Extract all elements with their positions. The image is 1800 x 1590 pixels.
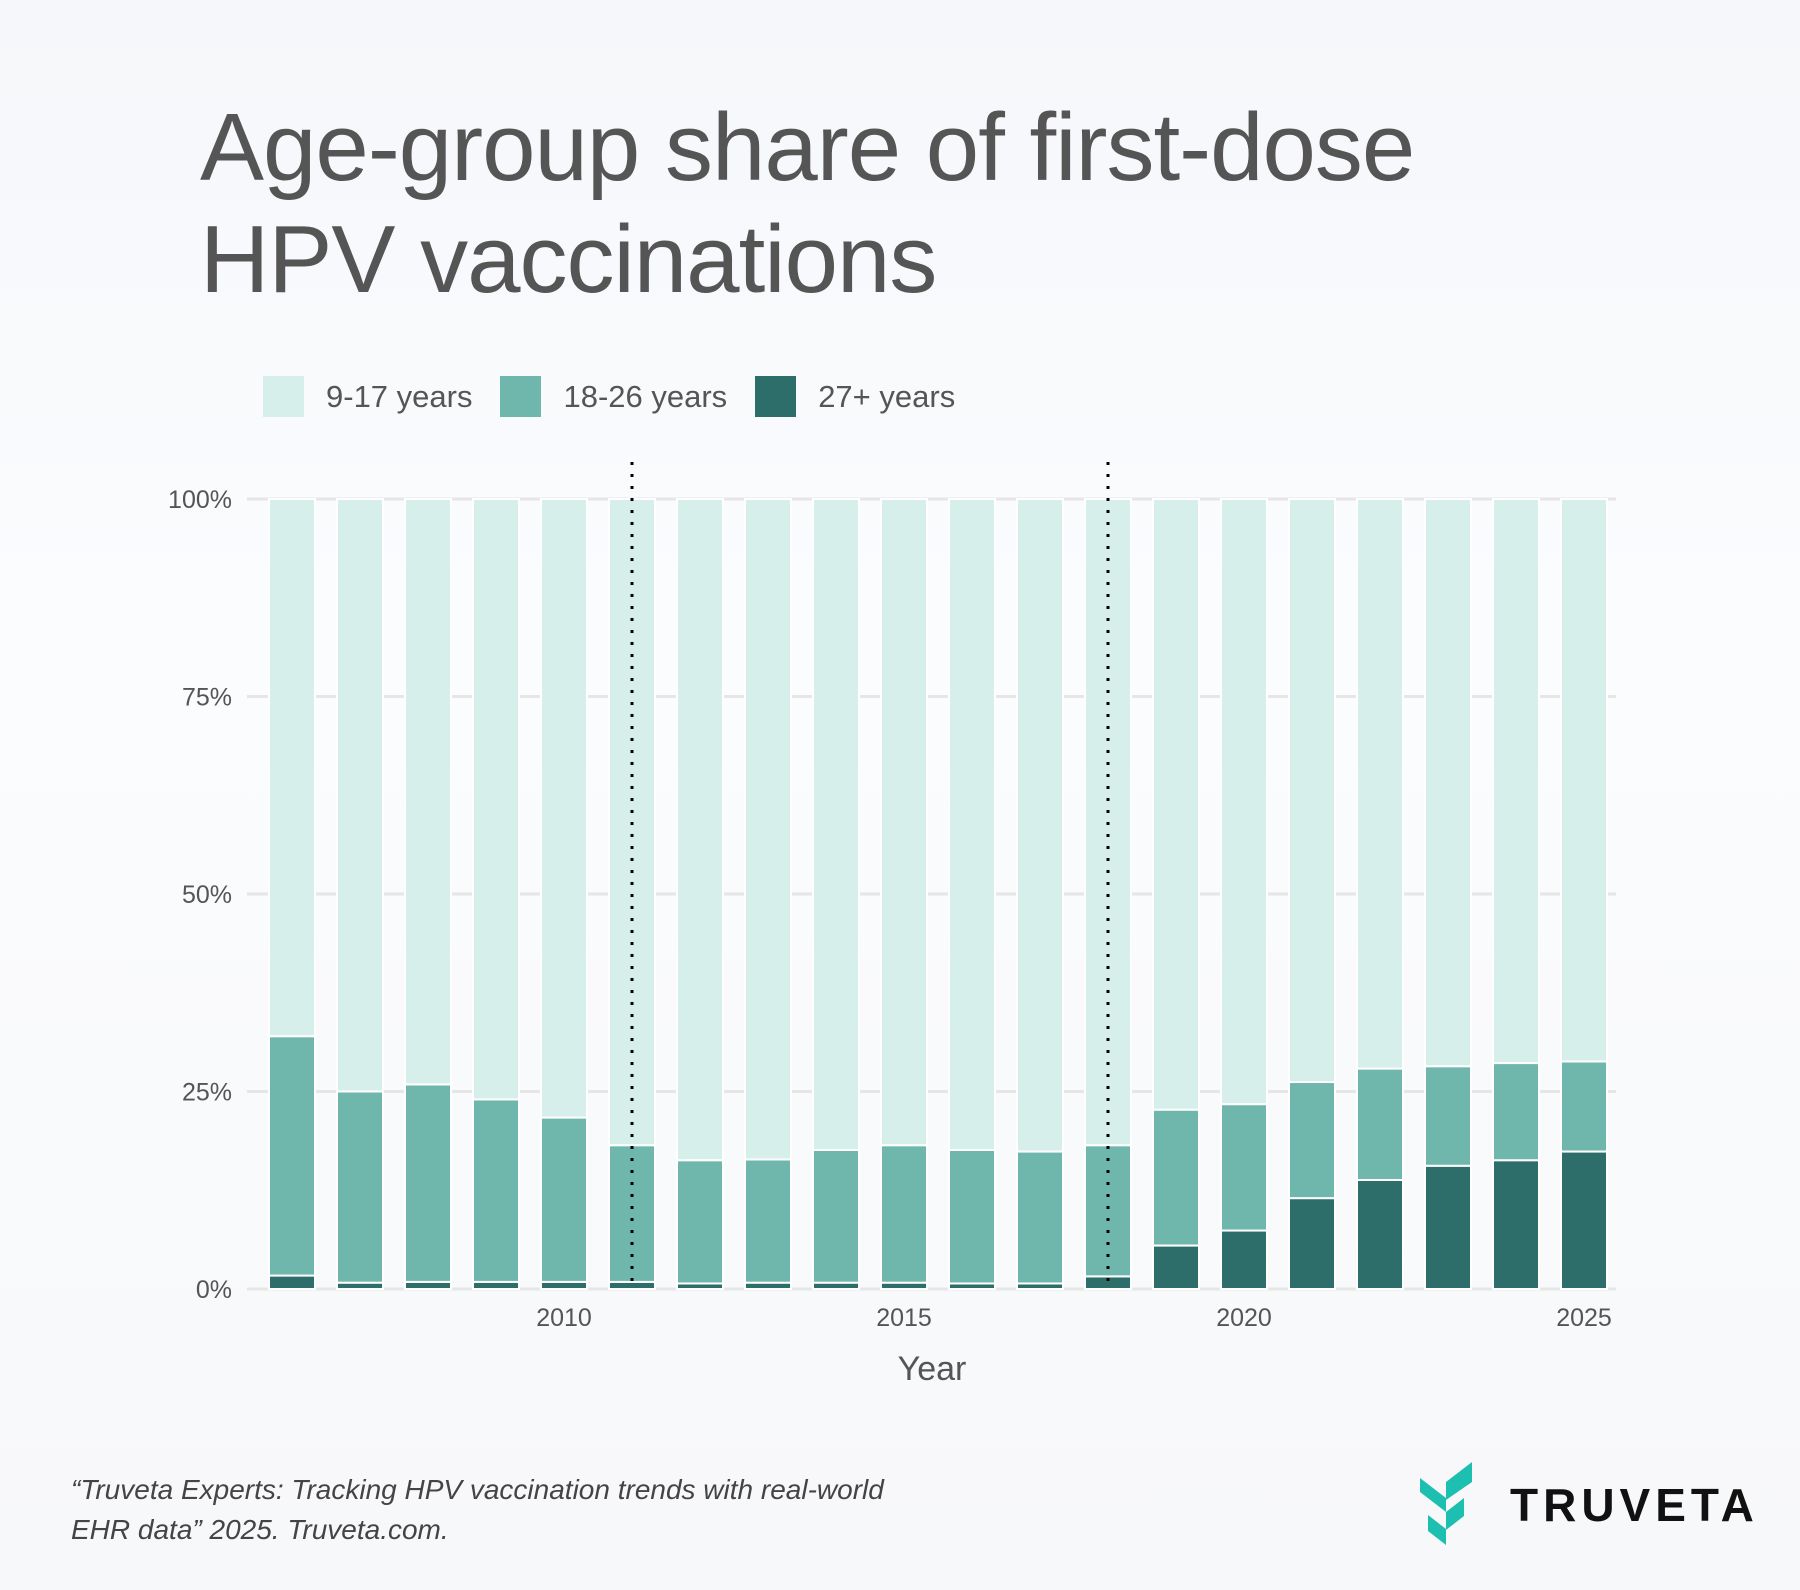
bar-segment bbox=[1152, 1244, 1200, 1291]
bar-segment bbox=[1492, 1062, 1540, 1162]
legend-item-18-26: 18-26 years bbox=[500, 376, 727, 417]
logo-text: TRUVETA bbox=[1510, 1479, 1759, 1531]
bar-segment bbox=[404, 1280, 452, 1291]
legend-swatch-9-17 bbox=[263, 376, 304, 417]
truveta-logo: TRUVETA bbox=[1420, 1460, 1759, 1550]
bar-segment bbox=[268, 1035, 316, 1277]
y-tick-label: 25% bbox=[182, 1079, 232, 1107]
legend-swatch-18-26 bbox=[500, 376, 542, 417]
truveta-logo-mark-icon bbox=[1420, 1462, 1472, 1545]
bar-segment bbox=[1084, 1144, 1132, 1278]
x-axis-label: Year bbox=[898, 1350, 967, 1388]
y-tick-label: 0% bbox=[196, 1276, 232, 1304]
bar-segment bbox=[1424, 1065, 1472, 1167]
chart-title: Age-group share of first-dose HPV vaccin… bbox=[200, 92, 1415, 316]
bar-segment bbox=[1016, 498, 1064, 1153]
bar-segment bbox=[744, 1158, 792, 1284]
bar-segment bbox=[404, 498, 452, 1086]
bar-segment bbox=[1356, 1178, 1404, 1290]
bar-segment bbox=[1560, 1060, 1608, 1153]
bar-segment bbox=[880, 1144, 928, 1284]
bar-segment bbox=[404, 1083, 452, 1283]
bar-segment bbox=[1560, 1150, 1608, 1291]
bar-segment bbox=[880, 498, 928, 1147]
bar-segment bbox=[1220, 1103, 1268, 1232]
bar-segment bbox=[1220, 1229, 1268, 1291]
bar-segment bbox=[812, 1148, 860, 1284]
bar-segment bbox=[1152, 1108, 1200, 1247]
bar-segment bbox=[540, 1116, 588, 1283]
citation-line-2: EHR data” 2025. Truveta.com. bbox=[71, 1514, 449, 1545]
bar-segment bbox=[268, 1274, 316, 1290]
gridlines bbox=[247, 497, 1616, 1291]
bar-segment bbox=[472, 1280, 520, 1291]
x-tick-label: 2010 bbox=[536, 1304, 592, 1332]
bar-segment bbox=[744, 498, 792, 1161]
bar-segment bbox=[1152, 498, 1200, 1111]
bar-segment bbox=[1560, 498, 1608, 1063]
bar-segment bbox=[268, 498, 316, 1038]
bar-segment bbox=[472, 498, 520, 1101]
legend-label-9-17: 9-17 years bbox=[326, 378, 473, 414]
bar-segment bbox=[1288, 498, 1336, 1084]
citation-line-1: “Truveta Experts: Tracking HPV vaccinati… bbox=[71, 1474, 884, 1505]
legend-item-9-17: 9-17 years bbox=[263, 376, 472, 417]
bar-segment bbox=[1492, 1159, 1540, 1290]
y-tick-label: 50% bbox=[182, 881, 232, 909]
title-line-1: Age-group share of first-dose bbox=[200, 94, 1415, 201]
x-tick-label: 2020 bbox=[1216, 1304, 1272, 1332]
y-tick-label: 100% bbox=[168, 486, 232, 514]
bar-segment bbox=[1424, 498, 1472, 1068]
x-tick-label: 2025 bbox=[1556, 1304, 1612, 1332]
bar-segment bbox=[676, 1159, 724, 1285]
bar-segment bbox=[608, 1144, 656, 1283]
bars bbox=[268, 498, 1608, 1291]
y-tick-label: 75% bbox=[182, 684, 232, 712]
bar-segment bbox=[1492, 498, 1540, 1065]
legend: 9-17 years 18-26 years 27+ years bbox=[263, 376, 983, 417]
bar-segment bbox=[540, 498, 588, 1119]
bar-segment bbox=[948, 498, 996, 1151]
bar-segment bbox=[1356, 498, 1404, 1070]
bar-segment bbox=[1424, 1164, 1472, 1291]
legend-item-27plus: 27+ years bbox=[755, 376, 955, 417]
bar-segment bbox=[608, 1280, 656, 1291]
legend-label-27plus: 27+ years bbox=[818, 378, 956, 414]
bar-segment bbox=[1016, 1150, 1064, 1285]
bar-segment bbox=[948, 1148, 996, 1285]
title-line-2: HPV vaccinations bbox=[200, 206, 937, 313]
bar-segment bbox=[336, 1090, 384, 1284]
bar-segment bbox=[1356, 1067, 1404, 1181]
source-citation: “Truveta Experts: Tracking HPV vaccinati… bbox=[71, 1470, 971, 1550]
bar-segment bbox=[1288, 1197, 1336, 1291]
bar-segment bbox=[1220, 498, 1268, 1106]
bar-segment bbox=[676, 498, 724, 1162]
bar-segment bbox=[540, 1280, 588, 1291]
axes: 0% 25% 50% 75% 100% 2010 2015 2020 2025 bbox=[168, 486, 1612, 1332]
bar-segment bbox=[1288, 1081, 1336, 1200]
x-tick-label: 2015 bbox=[876, 1304, 932, 1332]
bar-segment bbox=[812, 498, 860, 1151]
legend-label-18-26: 18-26 years bbox=[563, 378, 728, 414]
legend-swatch-27plus bbox=[755, 376, 797, 417]
bar-segment bbox=[472, 1098, 520, 1283]
bar-segment bbox=[336, 498, 384, 1093]
